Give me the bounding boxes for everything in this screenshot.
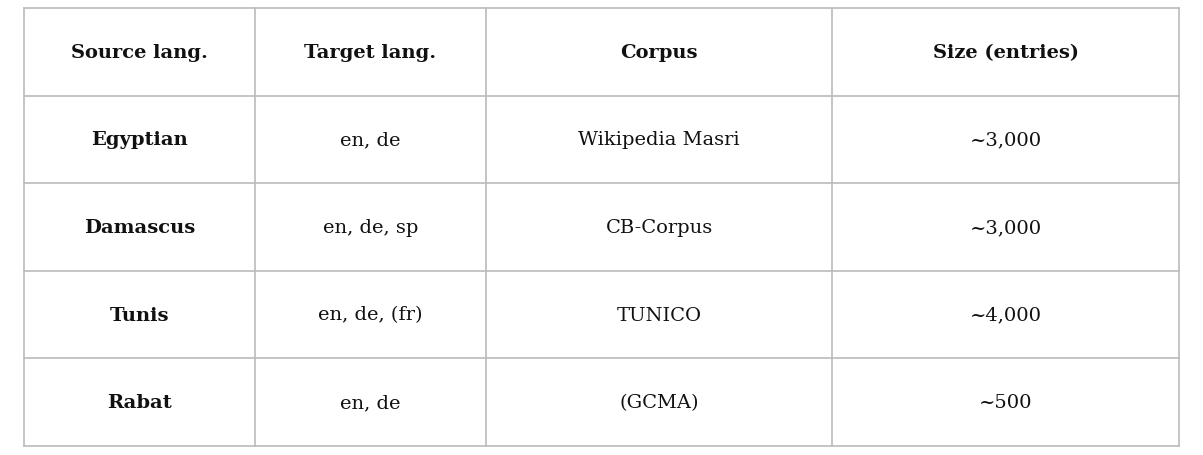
Text: en, de: en, de (340, 131, 401, 149)
Text: ~3,000: ~3,000 (970, 131, 1042, 149)
Text: ~3,000: ~3,000 (970, 218, 1042, 237)
Text: Size (entries): Size (entries) (932, 44, 1079, 62)
Text: TUNICO: TUNICO (617, 306, 701, 324)
Text: Corpus: Corpus (621, 44, 698, 62)
Text: Tunis: Tunis (109, 306, 170, 324)
Text: Rabat: Rabat (107, 393, 172, 411)
Text: en, de, (fr): en, de, (fr) (319, 306, 422, 324)
Text: Source lang.: Source lang. (71, 44, 208, 62)
Text: Wikipedia Masri: Wikipedia Masri (579, 131, 740, 149)
Text: en, de, sp: en, de, sp (322, 218, 419, 237)
Text: (GCMA): (GCMA) (620, 393, 699, 411)
Text: ~500: ~500 (979, 393, 1032, 411)
Text: Egyptian: Egyptian (91, 131, 188, 149)
Text: Damascus: Damascus (84, 218, 195, 237)
Text: Target lang.: Target lang. (304, 44, 437, 62)
Text: ~4,000: ~4,000 (970, 306, 1042, 324)
Text: en, de: en, de (340, 393, 401, 411)
Text: CB-Corpus: CB-Corpus (605, 218, 713, 237)
